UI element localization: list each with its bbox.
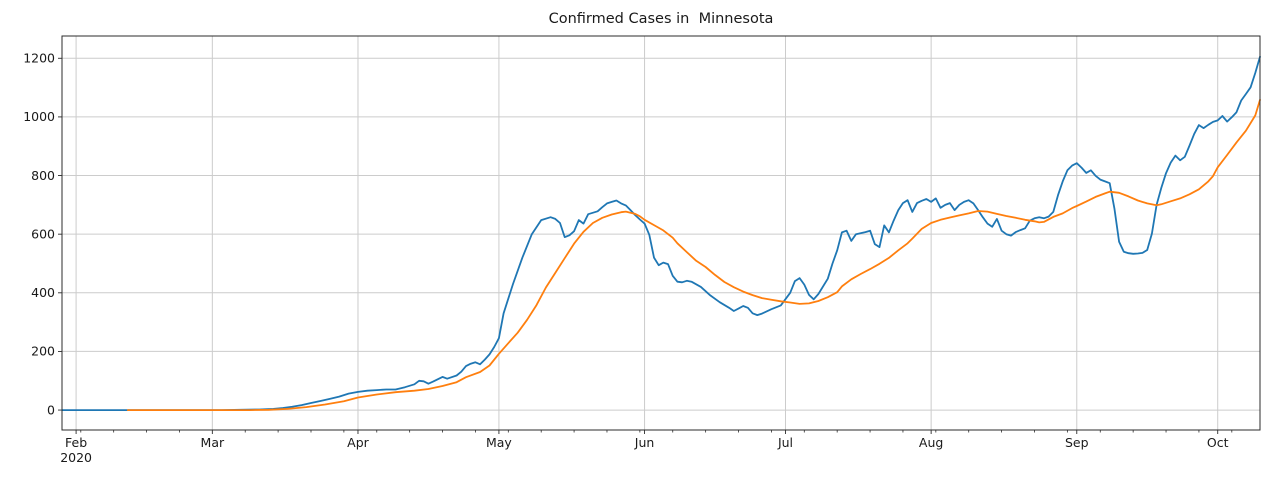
x-tick-label: Jul xyxy=(777,435,793,450)
x-tick-label: Aug xyxy=(919,435,943,450)
x-tick-label: Apr xyxy=(347,435,369,450)
y-tick-label: 800 xyxy=(31,168,55,183)
x-tick-year-label: 2020 xyxy=(60,450,92,465)
plot-frame xyxy=(61,35,1261,431)
series-blue_line xyxy=(61,55,1261,412)
y-tick-label: 0 xyxy=(47,402,55,417)
x-tick-label: Oct xyxy=(1207,435,1229,450)
series-orange_line xyxy=(126,99,1261,412)
chart-title: Confirmed Cases in Minnesota xyxy=(548,11,774,27)
x-tick-label: Feb xyxy=(65,435,87,450)
y-tick-label: 200 xyxy=(31,344,55,359)
y-tick-label: 1000 xyxy=(23,109,55,124)
y-tick-label: 400 xyxy=(31,285,55,300)
x-tick-label: Jun xyxy=(634,435,655,450)
x-tick-label: Mar xyxy=(201,435,225,450)
x-tick-label: May xyxy=(486,435,512,450)
x-tick-label: Sep xyxy=(1065,435,1089,450)
y-tick-label: 600 xyxy=(31,226,55,241)
y-tick-label: 1200 xyxy=(23,51,55,66)
